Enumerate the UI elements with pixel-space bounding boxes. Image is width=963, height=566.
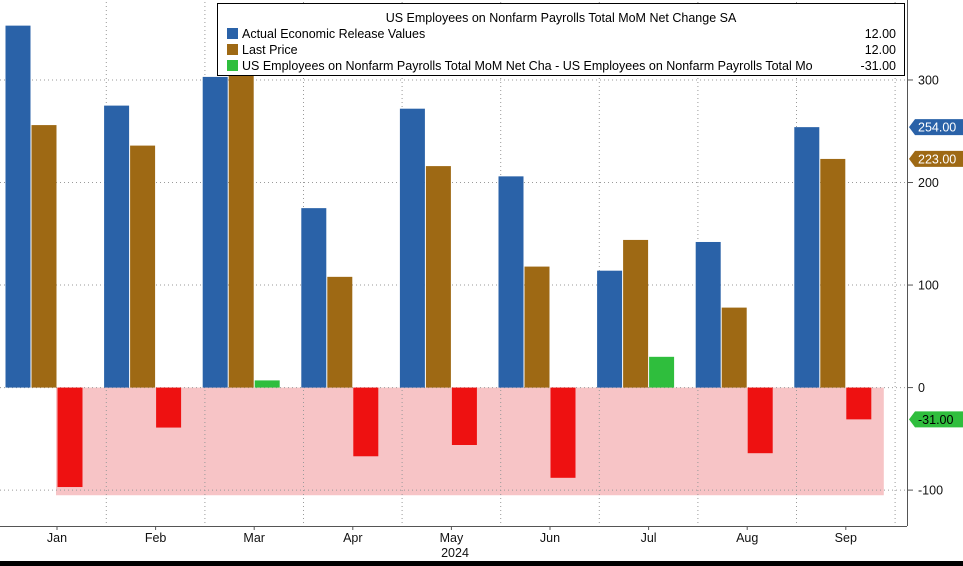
bar-series-2-sep xyxy=(820,158,846,388)
bar-series-3-jul xyxy=(649,356,675,388)
bar-series-1-jan xyxy=(5,25,31,388)
bar-series-1-mar xyxy=(202,76,228,388)
bar-series-2-jun xyxy=(524,266,550,388)
bar-series-3-apr xyxy=(353,387,379,457)
bar-series-3-may xyxy=(451,387,477,445)
x-tick-label: Feb xyxy=(145,531,167,545)
last-value-tag-label-2: 223.00 xyxy=(918,152,956,166)
legend-swatch-difference xyxy=(227,60,238,71)
legend-label-last-price: Last Price xyxy=(242,43,298,57)
bar-series-1-aug xyxy=(695,241,721,388)
legend-value-last-price: 12.00 xyxy=(864,43,896,57)
x-tick-label: Jul xyxy=(641,531,657,545)
legend-swatch-actual xyxy=(227,28,238,39)
y-tick-label: 300 xyxy=(918,73,939,87)
bar-series-2-may xyxy=(425,166,451,388)
x-tick-label: Mar xyxy=(243,531,265,545)
bar-series-3-jan xyxy=(57,387,83,488)
bar-series-1-may xyxy=(399,108,425,388)
bar-series-1-feb xyxy=(104,105,130,388)
legend-swatch-last-price xyxy=(227,44,238,55)
x-tick-label: Jun xyxy=(540,531,560,545)
x-tick-label: May xyxy=(440,531,464,545)
bar-series-2-mar xyxy=(228,69,254,388)
legend-label-actual: Actual Economic Release Values xyxy=(242,27,426,41)
bar-series-2-aug xyxy=(721,307,747,388)
bar-series-2-feb xyxy=(130,145,156,388)
last-value-tag-label-3: -31.00 xyxy=(918,413,953,427)
bar-series-2-jul xyxy=(623,239,649,388)
legend-entry-actual: Actual Economic Release Values 12.00 xyxy=(218,26,904,42)
last-value-tag-1 xyxy=(909,119,963,136)
legend-label-difference: US Employees on Nonfarm Payrolls Total M… xyxy=(242,59,813,73)
last-value-tag-3 xyxy=(909,411,963,428)
bar-series-1-jul xyxy=(597,270,623,388)
y-tick-label: 0 xyxy=(918,381,925,395)
bar-series-3-jun xyxy=(550,387,576,478)
bar-series-3-aug xyxy=(747,387,773,454)
bar-series-3-mar xyxy=(254,380,280,388)
y-tick-label: -100 xyxy=(918,484,943,498)
y-tick-label: 200 xyxy=(918,176,939,190)
chart-legend: US Employees on Nonfarm Payrolls Total M… xyxy=(217,3,905,76)
bar-series-1-apr xyxy=(301,208,327,388)
x-tick-label: Apr xyxy=(343,531,362,545)
bar-series-1-sep xyxy=(794,127,820,388)
chart-title: US Employees on Nonfarm Payrolls Total M… xyxy=(385,11,737,25)
y-tick-label: 100 xyxy=(918,279,939,293)
bar-series-2-jan xyxy=(31,125,57,388)
bar-series-3-feb xyxy=(156,387,182,428)
x-tick-label: Aug xyxy=(736,531,758,545)
legend-entry-last-price: Last Price 12.00 xyxy=(218,42,904,58)
last-value-tag-label-1: 254.00 xyxy=(918,121,956,135)
bar-series-2-apr xyxy=(327,276,353,388)
x-tick-label: Sep xyxy=(835,531,857,545)
last-value-tag-2 xyxy=(909,150,963,167)
x-axis-label: 2024 xyxy=(441,546,469,560)
legend-value-actual: 12.00 xyxy=(864,27,896,41)
legend-entry-difference: US Employees on Nonfarm Payrolls Total M… xyxy=(218,58,904,74)
x-tick-label: Jan xyxy=(47,531,67,545)
bar-series-3-sep xyxy=(846,387,872,420)
bar-series-1-jun xyxy=(498,176,524,388)
legend-value-difference: -31.00 xyxy=(860,59,896,73)
